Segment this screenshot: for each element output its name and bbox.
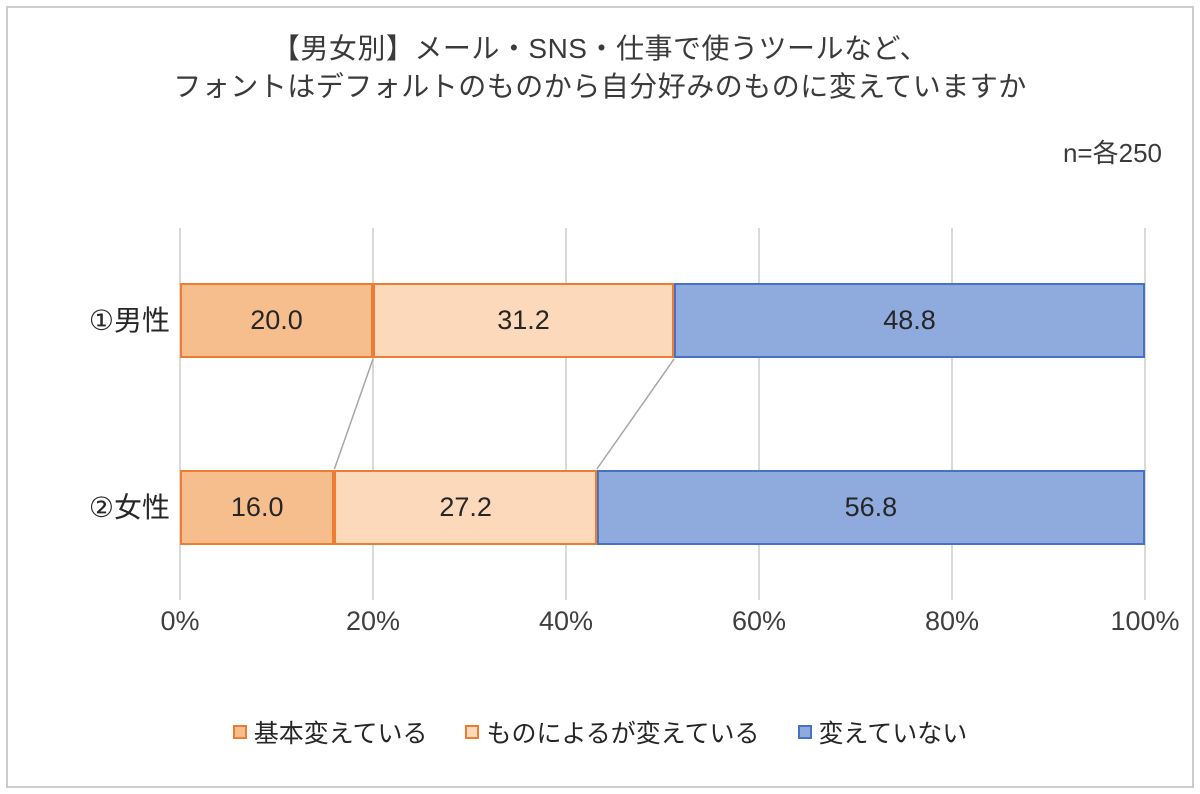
- bar-segment: 48.8: [674, 283, 1145, 358]
- chart-title-line2: フォントはデフォルトのものから自分好みのものに変えていますか: [173, 71, 1027, 102]
- x-axis: 0% 20% 40% 60% 80% 100%: [160, 606, 1179, 648]
- gridline: [179, 228, 181, 600]
- legend-marker-light-orange-icon: [465, 725, 480, 739]
- x-axis-tick-label: 40%: [538, 606, 594, 636]
- x-axis-tick-label: 100%: [1110, 606, 1180, 636]
- category-label: ②女性: [88, 492, 170, 523]
- x-axis-tick-label: 60%: [731, 606, 787, 636]
- legend-item-2: ものによるが変えている: [465, 714, 760, 750]
- category-axis: ①男性 ②女性: [30, 0, 170, 794]
- legend-item-3: 変えていない: [797, 714, 968, 750]
- legend-label-2: ものによるが変えている: [486, 720, 760, 748]
- gridline: [1144, 228, 1146, 600]
- sample-size-note: n=各250: [1062, 138, 1162, 168]
- legend-label-1: 基本変えている: [253, 720, 428, 748]
- bar-segment: 31.2: [373, 283, 675, 358]
- gridline: [372, 228, 374, 600]
- bar-segment: 20.0: [180, 283, 373, 358]
- x-axis-tick-label: 80%: [924, 606, 980, 636]
- gridline: [758, 228, 760, 600]
- plot-area: 20.0 31.2 48.8 16.0 27.2 56.8: [179, 228, 1146, 600]
- x-axis-tick-label: 20%: [345, 606, 401, 636]
- legend-marker-blue-icon: [797, 725, 812, 739]
- legend-marker-orange-icon: [232, 725, 247, 739]
- legend-item-1: 基本変えている: [232, 714, 428, 750]
- gridline: [951, 228, 953, 600]
- category-label: ①男性: [88, 305, 170, 336]
- bar-segment: 56.8: [596, 470, 1145, 545]
- series-connector-lines: [333, 358, 675, 470]
- bar-segment: 16.0: [180, 470, 335, 545]
- x-axis-tick-label: 0%: [160, 606, 200, 636]
- gridline: [565, 228, 567, 600]
- legend: 基本変えている ものによるが変えている 変えていない: [0, 714, 1200, 750]
- chart-title: 【男女別】メール・SNS・仕事で使うツールなど、 フォントはデフォルトのものから…: [0, 30, 1200, 106]
- bar-segment: 27.2: [334, 470, 597, 545]
- chart-title-line1: 【男女別】メール・SNS・仕事で使うツールなど、: [271, 33, 929, 64]
- legend-label-3: 変えていない: [818, 720, 968, 748]
